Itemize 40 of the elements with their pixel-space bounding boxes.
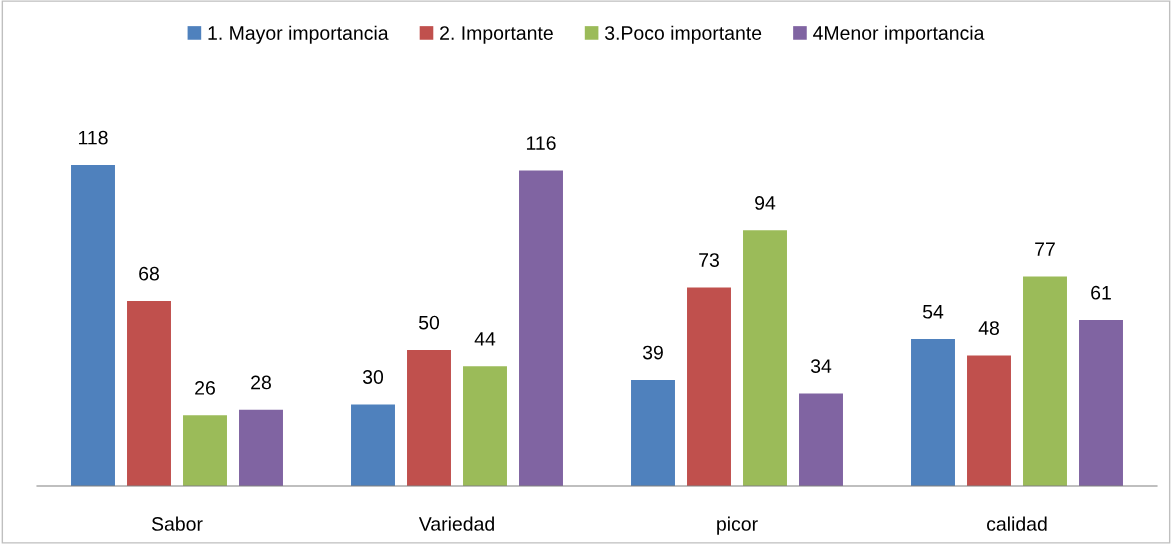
bar: [463, 366, 507, 486]
data-label: 54: [922, 305, 944, 319]
bar: [71, 165, 115, 486]
data-label: 30: [362, 370, 384, 384]
data-label: 50: [418, 315, 440, 330]
bar: [967, 355, 1011, 486]
data-label: 28: [251, 375, 271, 390]
bar: [743, 230, 787, 486]
x-tick-label: Variedad: [418, 516, 494, 531]
bar: [519, 170, 563, 486]
x-tick-label: Sabor: [151, 516, 203, 531]
bar: [1023, 276, 1067, 486]
legend-label: 4Menor importancia: [813, 25, 985, 44]
bar: [631, 379, 675, 486]
bar: [407, 350, 451, 486]
data-label: 94: [755, 196, 776, 210]
data-label: 48: [978, 321, 999, 335]
legend-label: 1. Mayor importancia: [208, 25, 389, 44]
bar: [351, 404, 395, 486]
data-label: 68: [139, 266, 159, 281]
bar: [687, 287, 731, 486]
data-label: 118: [78, 130, 108, 145]
data-label: 77: [1035, 242, 1055, 256]
legend-label: 2. Importante: [440, 26, 553, 44]
data-label: 44: [474, 332, 496, 346]
x-tick-label: picor: [717, 516, 758, 535]
bar: [799, 393, 843, 486]
data-label: 26: [195, 381, 215, 395]
bar: [239, 409, 283, 486]
legend-label: 3.Poco importante: [604, 25, 762, 44]
bar: [911, 339, 955, 486]
x-tick-label: calidad: [987, 516, 1047, 531]
bar: [127, 301, 171, 486]
data-label: 116: [526, 136, 556, 150]
bar: [183, 415, 227, 486]
bar: [1079, 320, 1123, 486]
data-label: 73: [699, 253, 719, 267]
data-label: 39: [642, 345, 663, 360]
data-label: 34: [810, 359, 832, 374]
data-label: 61: [1091, 285, 1111, 300]
